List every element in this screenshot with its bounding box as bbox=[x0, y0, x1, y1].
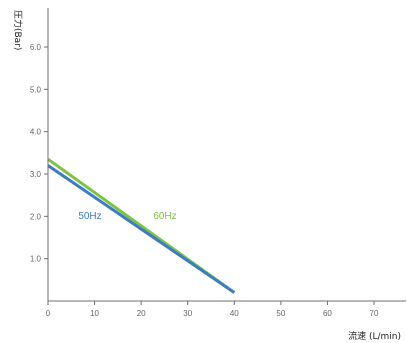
x-tick-label: 0 bbox=[46, 309, 51, 318]
y-axis-title: 圧力(Bar) bbox=[12, 10, 24, 50]
x-axis-title: 流速 (L/min) bbox=[348, 330, 401, 342]
x-tick-label: 70 bbox=[370, 309, 379, 318]
x-tick-label: 30 bbox=[183, 309, 192, 318]
y-ticks: 1.0 2.0 3.0 4.0 5.0 6.0 bbox=[30, 43, 48, 264]
y-tick-label: 4.0 bbox=[30, 128, 42, 137]
series-labels: 50Hz 60Hz bbox=[78, 211, 176, 222]
x-ticks: 0 10 20 30 40 50 60 70 bbox=[46, 301, 379, 318]
x-tick-label: 40 bbox=[230, 309, 239, 318]
y-tick-label: 3.0 bbox=[30, 170, 42, 179]
x-tick-label: 60 bbox=[323, 309, 332, 318]
y-tick-label: 2.0 bbox=[30, 212, 42, 221]
y-tick-label: 6.0 bbox=[30, 43, 42, 52]
x-tick-label: 10 bbox=[90, 309, 99, 318]
x-tick-label: 50 bbox=[276, 309, 285, 318]
series-line-0 bbox=[47, 164, 236, 294]
series-layer bbox=[47, 157, 236, 294]
series-label-0: 50Hz bbox=[78, 211, 101, 222]
series-label-1: 60Hz bbox=[153, 211, 176, 222]
y-tick-label: 5.0 bbox=[30, 85, 42, 94]
y-tick-label: 1.0 bbox=[30, 255, 42, 264]
x-tick-label: 20 bbox=[137, 309, 146, 318]
